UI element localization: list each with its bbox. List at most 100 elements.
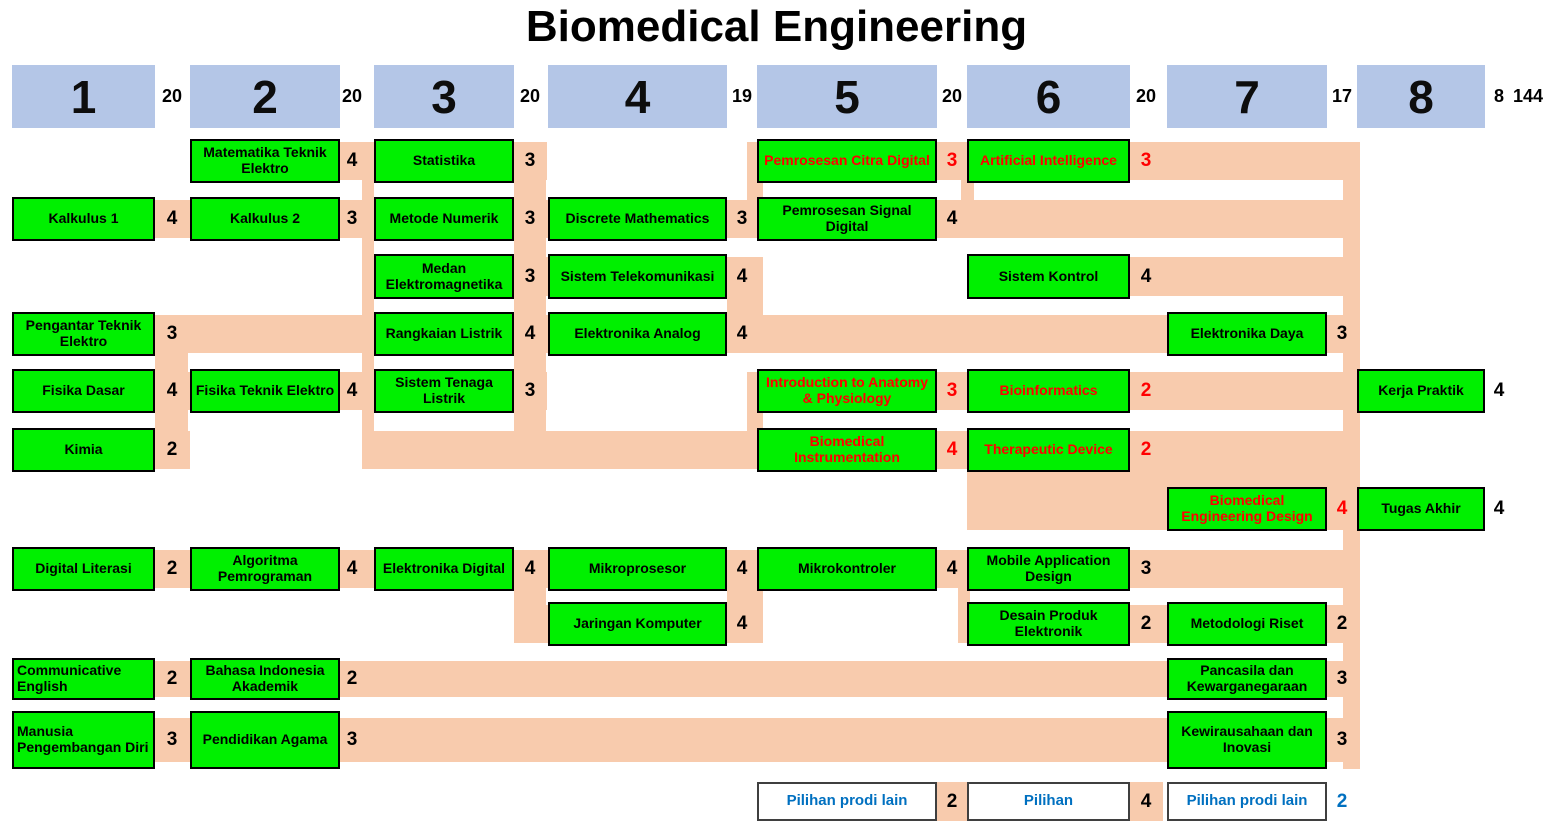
elective-label: Pilihan [1023,792,1074,810]
course-credits-metode-numerik: 3 [524,208,536,229]
course-manusia-pengembangan-diri: Manusia Pengembangan Diri [12,711,155,769]
course-rangkaian-listrik: Rangkaian Listrik [374,312,514,356]
semester-header-6: 6 [967,65,1130,128]
course-mikrokontroler: Mikrokontroler [757,547,937,591]
course-name: Mikrokontroler [797,560,896,577]
course-name: Sistem Tenaga Listrik [395,374,493,406]
course-credits-kimia: 2 [166,439,178,460]
course-name: Discrete Mathematics [565,210,710,227]
prerequisite-band [155,315,188,469]
course-fisika-dasar: Fisika Dasar [12,369,155,413]
course-credits-jaringan-komputer: 4 [736,613,748,634]
semester-header-7: 7 [1167,65,1327,128]
course-credits-pengantar-teknik-elektro: 3 [166,323,178,344]
course-tugas-akhir: Tugas Akhir [1357,487,1485,531]
course-name: Digital Literasi [35,560,132,577]
course-name: Kalkulus 1 [48,210,119,227]
course-metodologi-riset: Metodologi Riset [1167,602,1327,646]
prerequisite-band [514,588,546,608]
course-desain-produk-elektronik: Desain Produk Elektronik [967,602,1130,646]
course-mobile-application-design: Mobile Application Design [967,547,1130,591]
semester-header-2: 2 [190,65,340,128]
course-name: Algoritma Pemrograman [217,552,313,584]
elective-credits-1: 2 [946,790,958,812]
course-kewirausahaan-dan-inovasi: Kewirausahaan dan Inovasi [1167,711,1327,769]
course-name: Elektronika Digital [382,560,506,577]
semester-credits-label: 20 [1135,86,1157,106]
course-statistika: Statistika [374,139,514,183]
course-metode-numerik: Metode Numerik [374,197,514,241]
course-name: Metodologi Riset [1190,615,1304,632]
course-credits-biomedical-engineering-design: 4 [1336,498,1348,519]
prerequisite-band [1130,782,1163,821]
course-algoritma-pemrograman: Algoritma Pemrograman [190,547,340,591]
course-introduction-to-anatomy-physiology: Introduction to Anatomy & Physiology [757,369,937,413]
course-sistem-kontrol: Sistem Kontrol [967,254,1130,299]
semester-number: 5 [834,70,860,123]
course-credits-desain-produk-elektronik: 2 [1140,613,1152,634]
course-name: Elektronika Analog [574,325,701,342]
course-credits-biomedical-instrumentation: 4 [946,439,958,460]
course-credits-manusia-pengembangan-diri: 3 [166,729,178,750]
semester-credits-label: 20 [941,86,963,106]
course-name: Kerja Praktik [1378,382,1464,399]
course-credits-statistika: 3 [524,150,536,171]
course-name: Elektronika Daya [1190,325,1304,342]
course-name: Kewirausahaan dan Inovasi [1181,723,1313,755]
course-sistem-tenaga-listrik: Sistem Tenaga Listrik [374,369,514,413]
course-name: Pemrosesan Citra Digital [764,152,930,169]
course-name: Mobile Application Design [986,552,1111,584]
course-biomedical-instrumentation: Biomedical Instrumentation [757,428,937,472]
course-name: Biomedical Engineering Design [1181,492,1313,524]
course-credits-introduction-to-anatomy-physiology: 3 [946,380,958,401]
course-pancasila-dan-kewarganegaraan: Pancasila dan Kewarganegaraan [1167,658,1327,700]
course-kimia: Kimia [12,428,155,472]
course-credits-pendidikan-agama: 3 [346,729,358,750]
course-name: Biomedical Instrumentation [794,433,900,465]
course-bahasa-indonesia-akademik: Bahasa Indonesia Akademik [190,658,340,700]
course-kalkulus-1: Kalkulus 1 [12,197,155,241]
course-credits-algoritma-pemrograman: 4 [346,558,358,579]
course-name: Pancasila dan Kewarganegaraan [1186,662,1308,694]
course-credits-kalkulus-2: 3 [346,208,358,229]
course-credits-medan-elektromagnetika: 3 [524,265,536,287]
semester-number: 8 [1408,70,1434,123]
course-name: Manusia Pengembangan Diri [17,723,149,755]
course-credits-therapeutic-device: 2 [1140,439,1152,460]
course-name: Tugas Akhir [1381,500,1461,517]
prerequisite-band [514,142,546,469]
prerequisite-band [362,142,374,469]
elective-pilihan-2: Pilihan [967,782,1130,821]
course-credits-kewirausahaan-dan-inovasi: 3 [1336,729,1348,750]
course-credits-discrete-mathematics: 3 [736,208,748,229]
course-credits-fisika-dasar: 4 [166,380,178,401]
course-name: Sistem Kontrol [998,267,1099,284]
semester-header-5: 5 [757,65,937,128]
course-credits-fisika-teknik-elektro: 4 [346,380,358,401]
course-pemrosesan-signal-digital: Pemrosesan Signal Digital [757,197,937,241]
semester-number: 7 [1234,70,1260,123]
semester-number: 4 [624,70,651,123]
course-pendidikan-agama: Pendidikan Agama [190,711,340,769]
course-name: Kimia [64,441,103,458]
course-digital-literasi: Digital Literasi [12,547,155,591]
course-credits-communicative-english: 2 [166,668,178,689]
course-name: Pengantar Teknik Elektro [25,317,142,349]
prerequisite-band [152,315,1343,353]
course-name: Bioinformatics [999,382,1098,399]
course-credits-mikroprosesor: 4 [736,558,748,579]
course-communicative-english: Communicative English [12,658,155,700]
course-credits-mobile-application-design: 3 [1140,558,1152,579]
course-kerja-praktik: Kerja Praktik [1357,369,1485,413]
course-name: Desain Produk Elektronik [999,607,1098,639]
semester-credits-label: 19 [731,86,753,106]
page-title: Biomedical Engineering [525,2,1028,51]
semester-credits-label: 20 [519,86,541,106]
course-name: Medan Elektromagnetika [385,259,503,292]
course-elektronika-digital: Elektronika Digital [374,547,514,591]
course-credits-digital-literasi: 2 [166,558,178,579]
course-credits-elektronika-daya: 3 [1336,323,1348,344]
semester-credits-label: 17 [1331,86,1353,106]
semester-header-3: 3 [374,65,514,128]
